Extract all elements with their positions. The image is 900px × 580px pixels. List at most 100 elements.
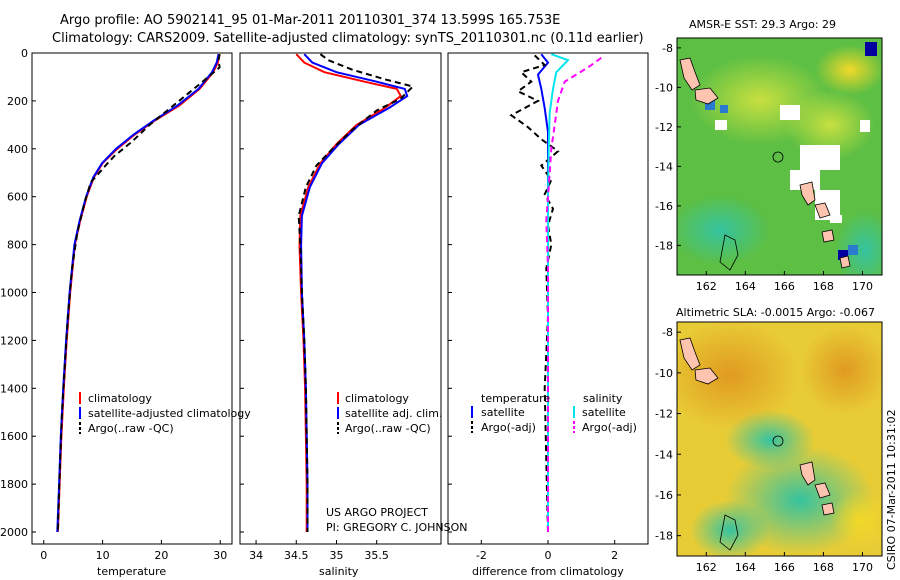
- salinity-legend: climatology satellite adj. clim. Argo(..…: [337, 392, 442, 435]
- map-x-tick-label: 170: [852, 280, 873, 293]
- map-x-tick-label: 164: [735, 561, 756, 574]
- map-x-tick-label: 166: [774, 280, 795, 293]
- legend-salinity-title: salinity: [583, 392, 623, 405]
- series-line: [295, 53, 403, 532]
- map-y-tick-label: -16: [655, 489, 673, 502]
- series-line: [547, 53, 570, 532]
- temperature-axes-frame: [31, 52, 233, 545]
- sla-profile-marker: [772, 435, 784, 447]
- difference-x-ticks: -2 0 2: [476, 540, 618, 562]
- x-tick-label: 35.5: [364, 549, 389, 562]
- sst-cool-patch: [677, 195, 770, 265]
- legend-t-argo-label: Argo(-adj): [481, 421, 536, 434]
- sst-map-field: [677, 38, 882, 275]
- series-line: [56, 54, 221, 533]
- map-y-tick-label: -14: [655, 448, 673, 461]
- legend-argo-label: Argo(..raw -QC): [88, 422, 174, 435]
- y-tick-label: 1600: [0, 430, 28, 443]
- difference-lines: [509, 53, 602, 533]
- x-tick-label: 34.5: [284, 549, 309, 562]
- map-y-tick-label: -8: [662, 326, 673, 339]
- legend-s-sat-label: satellite: [582, 406, 626, 419]
- y-tick-label: 600: [7, 191, 28, 204]
- y-tick-label: 400: [7, 143, 28, 156]
- x-tick-label: 35: [329, 549, 343, 562]
- timestamp-stamp: CSIRO 07-Mar-2011 10:31:02: [885, 409, 898, 570]
- figure-title: Argo profile: AO 5902141_95 01-Mar-2011 …: [60, 13, 560, 28]
- sla-low-patch: [725, 410, 815, 470]
- difference-xlabel: difference from climatology: [472, 565, 624, 578]
- map-x-tick-label: 162: [696, 280, 717, 293]
- map-x-tick-label: 168: [813, 561, 834, 574]
- sst-map: AMSR-E SST: 29.3 Argo: 29: [655, 18, 883, 293]
- salinity-xlabel: salinity: [319, 565, 359, 578]
- y-tick-label: 1800: [0, 478, 28, 491]
- sst-anomaly-pixels: [705, 42, 877, 260]
- sst-warm-patch: [815, 45, 882, 95]
- sla-map-frame: [676, 321, 883, 557]
- salinity-panel: 34 34.5 35 35.5 salinity climatology satell…: [239, 52, 467, 578]
- sla-map-title: Altimetric SLA: -0.0015 Argo: -0.067: [676, 306, 875, 319]
- difference-panel: -2 0 2 difference from climatology tempera…: [447, 52, 649, 578]
- difference-y-tickmarks: [448, 52, 452, 533]
- x-tick-label: 0: [40, 549, 47, 562]
- map-y-tick-label: -16: [655, 200, 673, 213]
- temperature-panel: 0 10 20 30 0 200 400 600 800 1000 1200 1400 1600 180…: [0, 47, 251, 578]
- x-tick-label: 10: [96, 549, 110, 562]
- legend-clim-label: climatology: [345, 392, 409, 405]
- sst-warm-patch: [785, 90, 875, 160]
- temperature-legend: climatology satellite-adjusted climatolo…: [79, 392, 251, 435]
- sla-low-patch: [690, 500, 770, 556]
- map-y-tick-label: -12: [655, 121, 673, 134]
- legend-s-argo-label: Argo(-adj): [582, 421, 637, 434]
- x-tick-label: 20: [154, 549, 168, 562]
- sst-map-frame: [676, 37, 883, 276]
- map-y-tick-label: -8: [662, 42, 673, 55]
- legend-climatology-label: climatology: [88, 392, 152, 405]
- salinity-y-tickmarks: [240, 52, 244, 533]
- x-tick-label: 34: [249, 549, 263, 562]
- y-tick-label: 1400: [0, 382, 28, 395]
- map-x-tick-label: 170: [852, 561, 873, 574]
- series-line: [56, 54, 221, 533]
- sst-map-title: AMSR-E SST: 29.3 Argo: 29: [689, 18, 836, 31]
- sst-coastlines: [679, 57, 851, 271]
- sla-high-patch: [677, 322, 800, 430]
- figure-subtitle: Climatology: CARS2009. Satellite-adjuste…: [52, 31, 644, 46]
- temperature-xlabel: temperature: [97, 565, 166, 578]
- series-line: [56, 53, 220, 533]
- y-tick-label: 200: [7, 95, 28, 108]
- series-line: [297, 53, 415, 532]
- y-tick-label: 0: [21, 47, 28, 60]
- y-tick-label: 800: [7, 239, 28, 252]
- pi-credit: PI: GREGORY C. JOHNSON: [326, 521, 467, 534]
- map-y-tick-label: -10: [655, 367, 673, 380]
- y-tick-label: 1000: [0, 287, 28, 300]
- map-x-tick-label: 164: [735, 280, 756, 293]
- sla-map: Altimetric SLA: -0.0015 Argo: -0.067 162…: [655, 306, 883, 574]
- map-x-tick-label: 162: [696, 561, 717, 574]
- sst-map-ticks: 162 164 166 168 170 -8 -10 -12 -14 -16 -18: [655, 42, 873, 293]
- sla-mid-patch: [830, 490, 882, 550]
- x-tick-label: 0: [545, 549, 552, 562]
- map-y-tick-label: -18: [655, 530, 673, 543]
- x-tick-label: 2: [611, 549, 618, 562]
- map-x-tick-label: 168: [813, 280, 834, 293]
- legend-satclim-label: satellite adj. clim.: [345, 407, 442, 420]
- temperature-lines: [56, 53, 221, 533]
- map-y-tick-label: -12: [655, 408, 673, 421]
- y-tick-label: 2000: [0, 526, 28, 539]
- sst-profile-marker: [772, 151, 784, 163]
- series-line: [545, 56, 602, 532]
- map-x-tick-label: 166: [774, 561, 795, 574]
- project-credit: US ARGO PROJECT: [326, 506, 428, 519]
- temperature-x-ticks: 0 10 20 30: [40, 540, 227, 562]
- x-tick-label: 30: [213, 549, 227, 562]
- y-tick-label: 1200: [0, 334, 28, 347]
- salinity-lines: [295, 53, 415, 532]
- sla-high-patch: [800, 325, 882, 415]
- salinity-x-ticks: 34 34.5 35 35.5: [249, 540, 389, 562]
- legend-t-sat-label: satellite: [481, 406, 525, 419]
- sla-map-field: [677, 322, 882, 556]
